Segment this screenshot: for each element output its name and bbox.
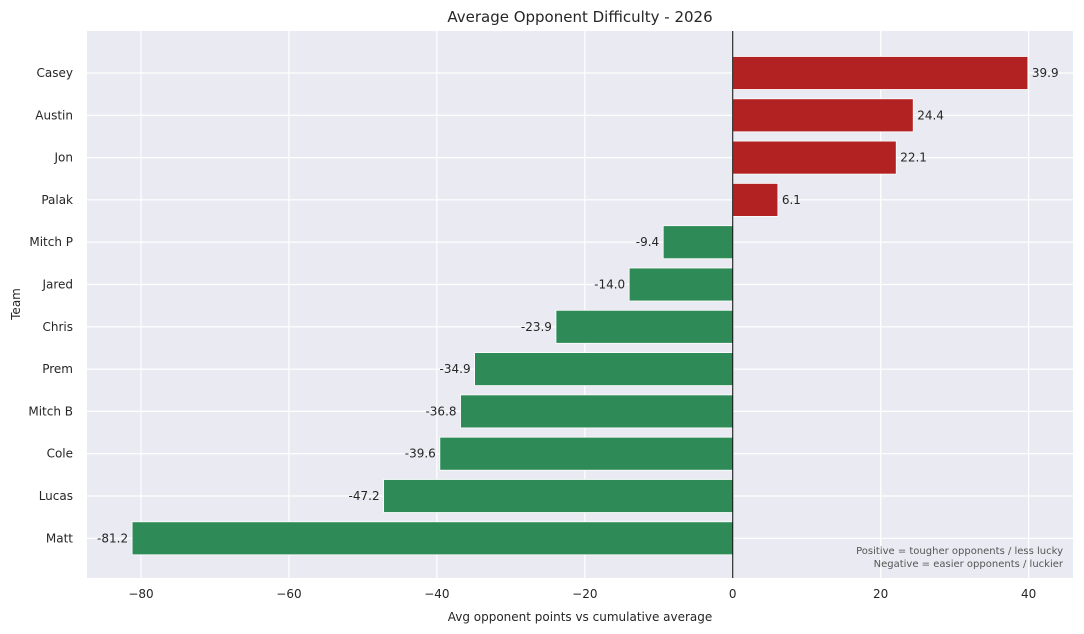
y-tick-label: Chris [42,320,73,334]
y-tick-label: Matt [46,531,73,545]
x-tick-label: −40 [424,587,449,601]
bar-lucas [383,479,734,513]
data-label: -34.9 [440,362,471,376]
x-tick-label: −80 [128,587,153,601]
data-label: 24.4 [917,108,944,122]
data-label: 22.1 [900,151,927,165]
data-label: 39.9 [1032,66,1059,80]
y-tick-label: Lucas [39,489,73,503]
bar-palak [732,182,779,217]
x-axis-title: Avg opponent points vs cumulative averag… [448,610,713,624]
x-tick-labels: −80 −60 −40 −20 0 20 40 [128,587,1036,601]
x-tick-label: 40 [1021,587,1036,601]
bar-chris [555,309,734,344]
y-tick-label: Casey [37,66,73,80]
y-tick-label: Mitch B [28,404,73,418]
y-tick-label: Jon [54,151,74,165]
bar-austin [732,98,914,133]
y-tick-label: Prem [42,362,73,376]
bar-prem [474,352,734,387]
annotation-positive: Positive = tougher opponents / less luck… [856,546,1063,557]
x-tick-label: −20 [572,587,597,601]
y-tick-label: Mitch P [29,235,73,249]
bar-jon [732,140,897,175]
bar-casey [732,56,1029,90]
y-tick-label: Jared [41,278,73,292]
data-label: -9.4 [636,235,659,249]
x-tick-label: 20 [873,587,888,601]
data-label: -14.0 [594,278,625,292]
data-label: -36.8 [425,404,456,418]
data-label: -81.2 [97,531,128,545]
bar-matt [131,521,734,556]
y-tick-label: Austin [35,108,73,122]
y-axis-title: Team [9,288,23,321]
y-tick-labels: Casey Austin Jon Palak Mitch P Jared Chris Prem… [28,66,73,545]
x-tick-label: −60 [276,587,301,601]
data-label: -39.6 [405,447,436,461]
annotation-negative: Negative = easier opponents / luckier [874,559,1064,570]
data-label: -47.2 [349,489,380,503]
bar-mitch-p [662,225,734,260]
y-tick-label: Palak [41,193,73,207]
y-tick-label: Cole [47,447,73,461]
data-labels: 39.9 24.4 22.1 6.1 -9.4 -14.0 -23.9 -34.9 -36.8 -… [97,66,1059,545]
bar-mitch-b [460,394,734,429]
x-gridlines [140,31,1030,578]
bars [131,56,1029,556]
chart-title: Average Opponent Difficulty - 2026 [447,8,712,26]
data-label: 6.1 [782,193,801,207]
data-label: -23.9 [521,320,552,334]
x-tick-label: 0 [729,587,737,601]
bar-cole [439,436,734,471]
bar-jared [628,267,734,302]
